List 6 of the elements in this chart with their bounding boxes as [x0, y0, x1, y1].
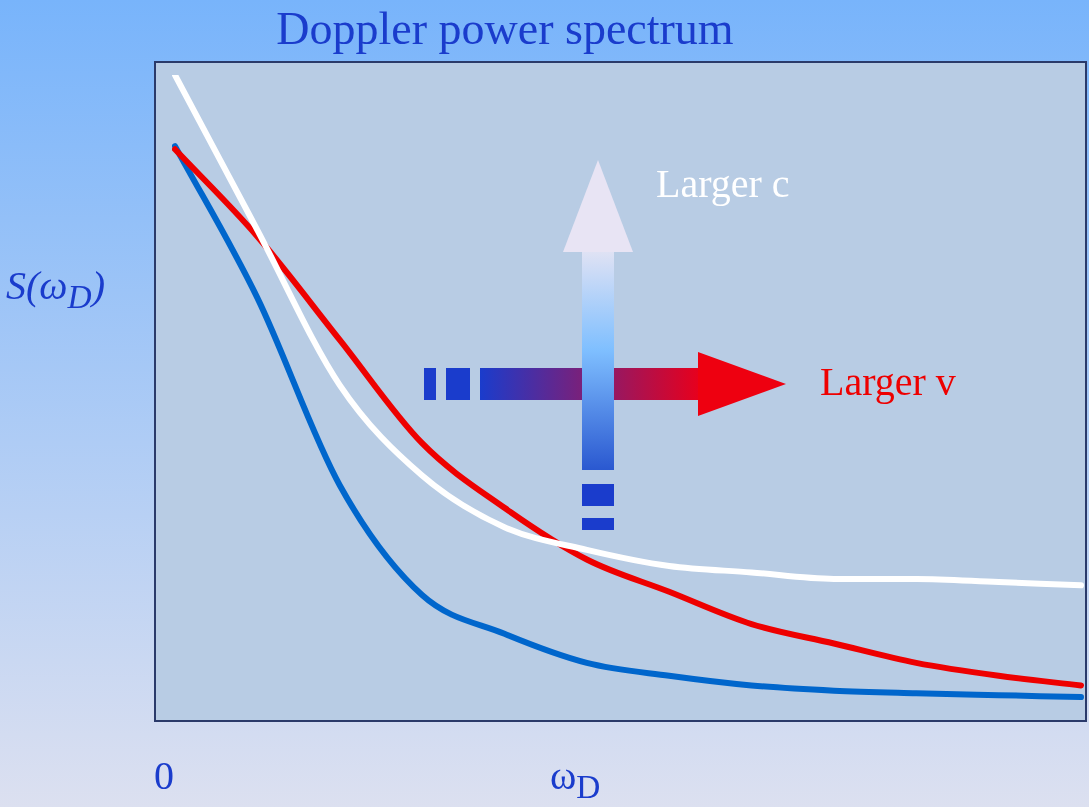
annotation: Larger c: [656, 160, 790, 207]
chart-title: Doppler power spectrum: [275, 2, 735, 55]
y-axis-title: S(ω$_{D}$): [6, 262, 105, 316]
text: 0: [154, 752, 174, 799]
x-axis-title: ω$_{D}$: [550, 752, 601, 806]
annotation: Larger v: [820, 358, 956, 405]
